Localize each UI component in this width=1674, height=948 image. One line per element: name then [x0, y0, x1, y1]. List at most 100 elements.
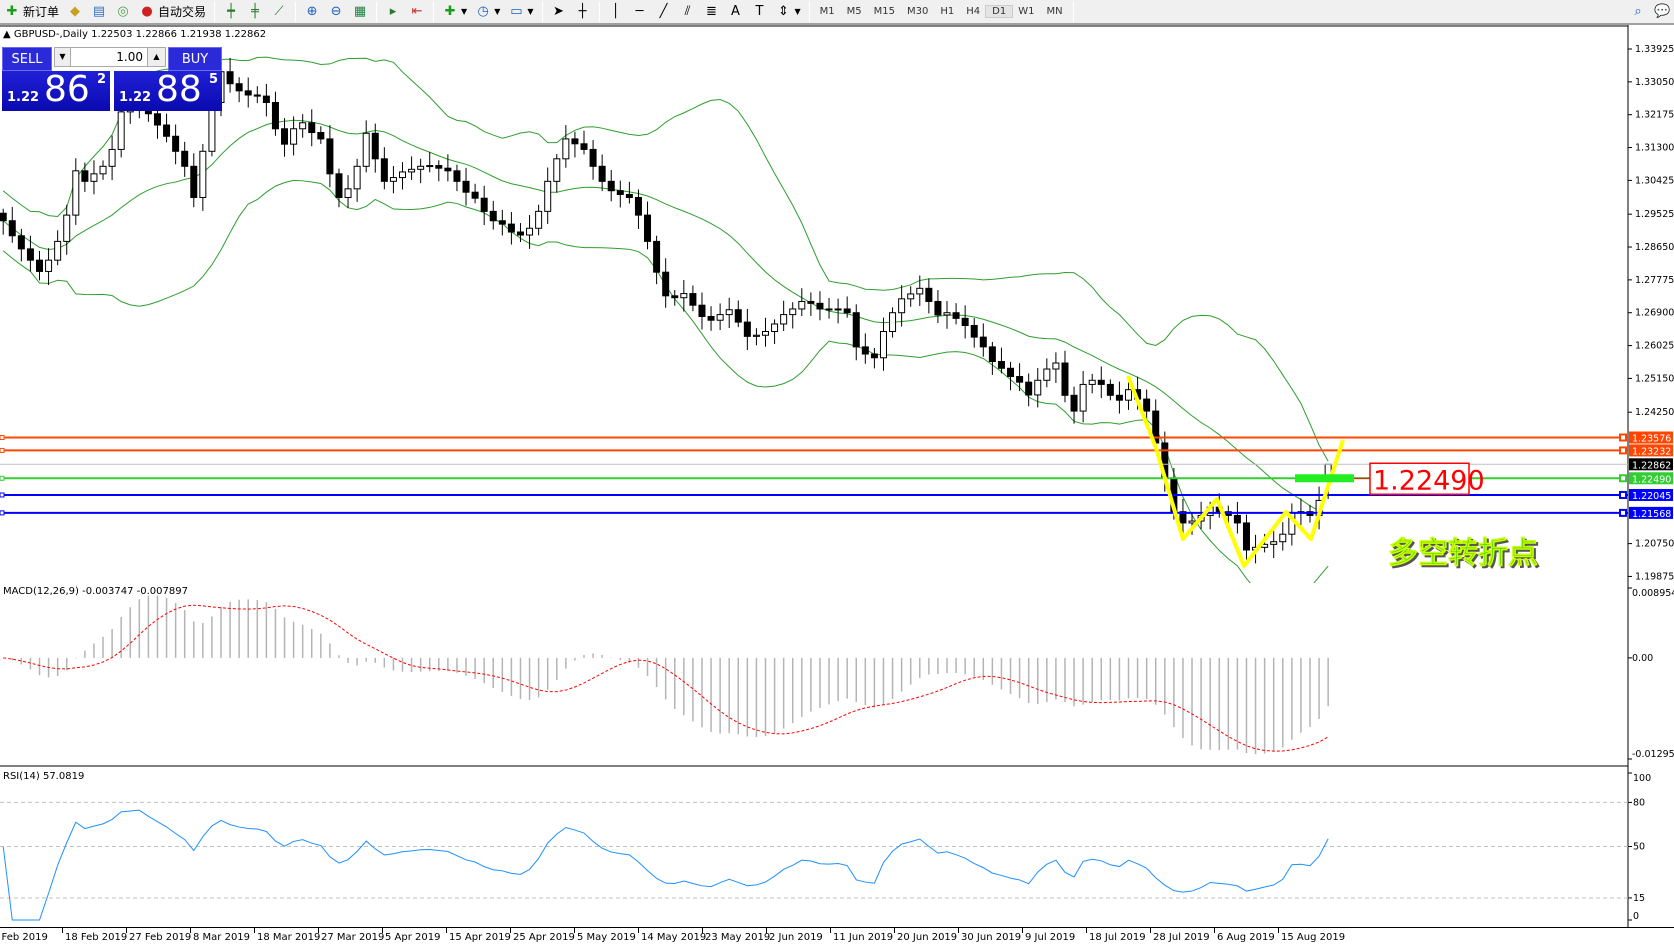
level-handle[interactable]	[0, 447, 5, 453]
bar-chart-button[interactable]: ┿	[219, 1, 243, 23]
macd-tick-label: -0.012957	[1632, 749, 1674, 760]
line-chart-button[interactable]: ⟋	[267, 1, 291, 23]
time-tick	[382, 928, 383, 933]
zoom-in-button[interactable]: ⊕	[300, 1, 324, 23]
macd-panel[interactable]: 0.008954 0.00 -0.012957	[0, 583, 1674, 767]
candle	[1115, 381, 1123, 414]
level-handle[interactable]	[1619, 433, 1627, 442]
signals-button[interactable]: ◎	[111, 1, 135, 23]
candlestick-button[interactable]: ╪	[243, 1, 267, 23]
separator	[541, 1, 543, 22]
candle	[281, 118, 289, 157]
level-handle[interactable]	[1619, 490, 1627, 499]
candle	[81, 162, 89, 192]
candle-body-bear	[281, 128, 289, 145]
rsi-tick-label: 80	[1633, 797, 1645, 808]
periods-button[interactable]: ◷ ▼	[471, 1, 504, 23]
candle	[199, 144, 207, 211]
candle-body-bull	[907, 293, 915, 300]
metaeditor-button[interactable]: ◆	[63, 1, 87, 23]
level-handle[interactable]	[1619, 474, 1627, 483]
level-price-tag-label: 1.22490	[1632, 474, 1671, 485]
candle-body-bear	[36, 259, 43, 272]
candle-body-bear	[743, 321, 751, 337]
timeframe-h1[interactable]: H1	[940, 6, 955, 17]
horizontal-line-button[interactable]: ─	[628, 1, 652, 23]
timeframe-w1[interactable]: W1	[1018, 6, 1035, 17]
price-annotation-box[interactable]	[1369, 462, 1470, 496]
time-tick	[1086, 928, 1087, 933]
templates-button[interactable]: ▭ ▼	[504, 1, 537, 23]
crosshair-button[interactable]: ┼	[571, 1, 595, 23]
text-label-button[interactable]: T	[748, 1, 772, 23]
level-handle[interactable]	[0, 475, 5, 481]
text-button[interactable]: A	[724, 1, 748, 23]
level-handle[interactable]	[0, 435, 5, 441]
candle-body-bull	[1279, 533, 1287, 543]
zigzag-drawing[interactable]	[1126, 375, 1345, 568]
level-handle[interactable]	[1619, 508, 1627, 517]
time-tick-label: 27 Feb 2019	[129, 932, 192, 943]
zoom-out-button[interactable]: ⊖	[324, 1, 348, 23]
auto-trading-button[interactable]: ● 自动交易	[135, 1, 210, 23]
lot-increase-button[interactable]: ▲	[147, 48, 165, 66]
vertical-line-button[interactable]: │	[604, 1, 628, 23]
price-chart[interactable]: 1.33925 1.33050 1.32175 1.31300 1.30425 1.295…	[0, 25, 1674, 583]
price-tick-label: 1.31300	[1635, 143, 1674, 154]
sell-price[interactable]: 1.22 86 2	[2, 71, 110, 111]
time-tick-label: 5 Apr 2019	[385, 932, 441, 943]
bar-chart-icon: ┿	[227, 3, 235, 19]
arrows-button[interactable]: ⇕ ▼	[772, 1, 805, 23]
timeframe-m15[interactable]: M15	[873, 6, 896, 17]
chart-shift-button[interactable]: ⇤	[405, 1, 429, 23]
cursor-button[interactable]: ➤	[547, 1, 571, 23]
level-price-tag-label: 1.22862	[1632, 460, 1671, 471]
zoom-out-icon: ⊖	[330, 3, 342, 19]
lot-size-stepper[interactable]: ▼ 1.00 ▲	[54, 47, 166, 67]
navigator-button[interactable]: ▤	[87, 1, 111, 23]
level-handle[interactable]	[0, 492, 5, 498]
candle-body-bear	[689, 293, 697, 306]
candle	[498, 209, 506, 236]
timeframe-m30[interactable]: M30	[907, 6, 929, 17]
timeframe-mn[interactable]: MN	[1046, 6, 1063, 17]
candle	[1016, 363, 1024, 392]
candle-body-bear	[1242, 522, 1250, 551]
candle-body-bull	[752, 334, 760, 337]
chart-shift-icon: ⇤	[411, 3, 423, 19]
search-button[interactable]: ⌕	[1626, 1, 1650, 23]
candle	[970, 318, 978, 348]
chat-button[interactable]: 💬	[1650, 1, 1674, 23]
candle-body-bull	[399, 171, 406, 179]
candle-body-bear	[607, 180, 615, 192]
lot-size-input[interactable]: 1.00	[116, 50, 143, 64]
timeframe-m5[interactable]: M5	[846, 6, 862, 17]
new-order-button[interactable]: ✚ 新订单	[0, 1, 63, 23]
candle	[843, 296, 851, 318]
sell-button[interactable]: SELL	[2, 47, 52, 71]
candle	[979, 323, 987, 357]
candle	[535, 204, 543, 236]
timeframe-d1[interactable]: D1	[985, 5, 1014, 18]
candle-body-bull	[1125, 389, 1132, 401]
tile-windows-button[interactable]: ▦	[348, 1, 372, 23]
trendline-button[interactable]: ╱	[652, 1, 676, 23]
fibonacci-button[interactable]: ≣	[700, 1, 724, 23]
level-handle[interactable]	[1619, 446, 1627, 455]
support-marker[interactable]	[1295, 474, 1354, 483]
rsi-panel[interactable]: 100 80 50 15 0	[0, 767, 1674, 927]
equidistant-channel-button[interactable]: ⫽	[676, 1, 700, 23]
timeframe-h4[interactable]: H4	[966, 6, 981, 17]
time-tick	[1022, 928, 1023, 933]
auto-scroll-button[interactable]: ▸	[381, 1, 405, 23]
macd-signal-line	[3, 604, 1329, 752]
candle-body-bull	[389, 177, 397, 182]
candle	[889, 307, 897, 338]
timeframe-m1[interactable]: M1	[819, 6, 835, 17]
lot-decrease-button[interactable]: ▼	[55, 48, 71, 66]
candle	[389, 166, 397, 194]
buy-button[interactable]: BUY	[168, 47, 222, 71]
level-handle[interactable]	[0, 510, 5, 516]
indicators-button[interactable]: ✚ ▼	[438, 1, 471, 23]
buy-price[interactable]: 1.22 88 5	[114, 71, 222, 111]
